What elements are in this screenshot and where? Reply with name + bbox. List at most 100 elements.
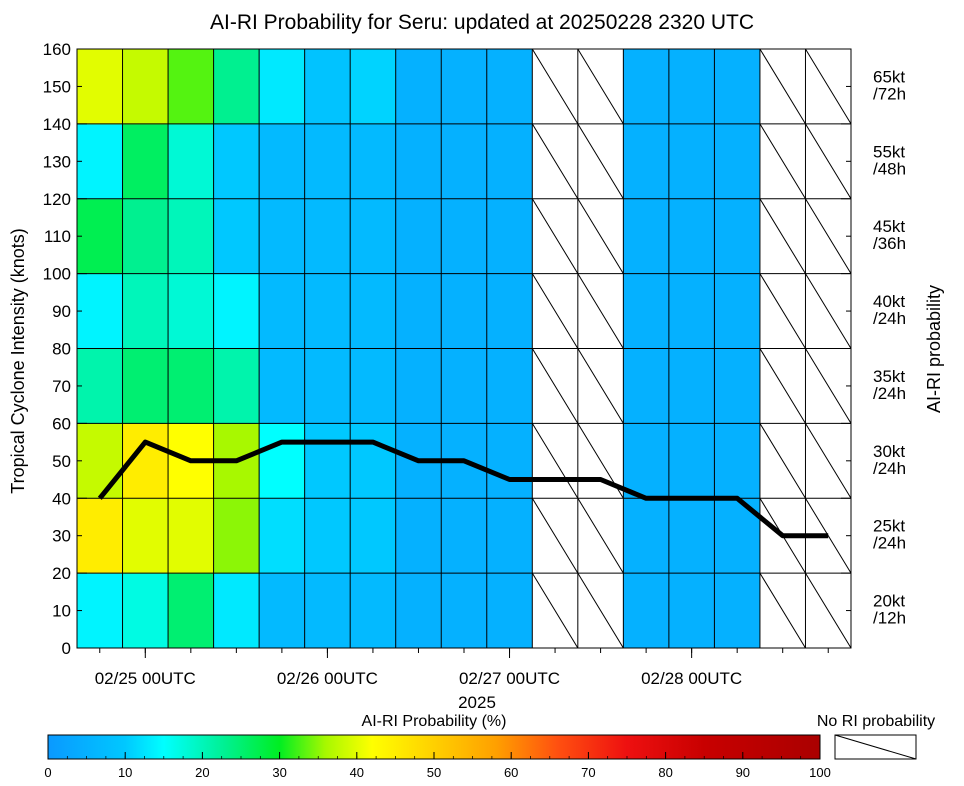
probability-cell <box>441 273 488 349</box>
band-label: 45kt/36h <box>873 217 906 253</box>
intensity-forecast-line <box>97 439 829 539</box>
probability-cell <box>213 123 260 200</box>
probability-cell <box>168 348 215 424</box>
probability-cell <box>304 498 351 574</box>
colorbar-tick-label: 30 <box>272 765 286 780</box>
probability-cell <box>395 123 442 200</box>
probability-cell <box>668 573 715 649</box>
probability-cell <box>259 49 306 125</box>
probability-cell <box>350 273 397 349</box>
hatch-line <box>577 348 624 424</box>
y-tick-label: 130 <box>43 152 71 171</box>
hatch-line <box>531 48 579 125</box>
probability-cell <box>668 498 715 574</box>
probability-cell <box>623 348 670 424</box>
hatch-line <box>531 497 579 574</box>
y-tick-label: 90 <box>52 302 71 321</box>
y-tick-label: 60 <box>52 414 71 433</box>
band-label: 25kt/24h <box>873 517 906 553</box>
probability-cell <box>259 423 306 499</box>
probability-cell <box>77 198 124 275</box>
probability-cell <box>259 123 306 200</box>
probability-cell <box>304 573 351 649</box>
probability-cell <box>486 198 533 275</box>
hatch-line <box>759 423 806 499</box>
colorbar-tick-label: 90 <box>736 765 750 780</box>
probability-cell <box>350 423 397 499</box>
probability-cell <box>486 123 533 200</box>
probability-cell <box>441 49 488 125</box>
colorbar-tick-label: 50 <box>427 765 441 780</box>
band-label: 30kt/24h <box>873 442 906 478</box>
hatch-line <box>759 572 806 649</box>
probability-cell <box>168 123 215 200</box>
probability-cell <box>168 49 215 125</box>
grid-lines <box>77 49 851 648</box>
band-label: 40kt/24h <box>873 292 906 328</box>
probability-cell <box>441 498 488 574</box>
probability-cell <box>441 348 488 424</box>
probability-cell <box>304 423 351 499</box>
colorbar-ticks: 0 10 20 30 40 50 60 70 80 90 100 <box>44 752 831 780</box>
probability-cell <box>395 348 442 424</box>
probability-cell <box>395 273 442 349</box>
probability-cell <box>668 123 715 200</box>
band-label: 35kt/24h <box>873 367 906 403</box>
probability-cell <box>259 573 306 649</box>
probability-cell <box>304 49 351 125</box>
colorbar-label: AI-RI Probability (%) <box>362 713 507 730</box>
probability-cell <box>122 198 169 275</box>
y-tick-label: 120 <box>43 190 71 209</box>
no-ri-probability-swatch <box>834 734 917 760</box>
band-label: 55kt/48h <box>873 142 906 178</box>
probability-cell <box>486 49 533 125</box>
probability-cell <box>259 198 306 275</box>
probability-cell <box>441 198 488 275</box>
hatch-line <box>531 123 579 200</box>
hatch-line <box>805 273 852 349</box>
probability-cell <box>213 348 260 424</box>
probability-cell <box>122 348 169 424</box>
hatch-line <box>805 198 852 274</box>
hatch-line <box>531 348 579 424</box>
colorbar-tick-label: 0 <box>44 765 51 780</box>
probability-cell <box>259 498 306 574</box>
probability-cell <box>714 273 761 349</box>
probability-cell <box>441 573 488 649</box>
probability-cell <box>122 573 169 649</box>
probability-cell <box>350 498 397 574</box>
hatch-line <box>759 123 806 200</box>
probability-cell <box>213 498 260 574</box>
y-tick-label: 100 <box>43 265 71 284</box>
hatch-line <box>531 423 579 499</box>
probability-cell <box>623 123 670 200</box>
colorbar-tick-label: 100 <box>809 765 831 780</box>
hatch-line <box>577 497 624 574</box>
colorbar-tick-label: 80 <box>658 765 672 780</box>
hatch-line <box>577 572 624 649</box>
probability-cell <box>304 273 351 349</box>
probability-cell <box>668 49 715 125</box>
y-tick-label: 80 <box>52 340 71 359</box>
probability-cell <box>623 573 670 649</box>
probability-cell <box>441 123 488 200</box>
x-axis-year: 2025 <box>458 693 496 712</box>
probability-cell <box>168 498 215 574</box>
probability-cell <box>395 573 442 649</box>
probability-cell <box>350 123 397 200</box>
probability-cell <box>486 348 533 424</box>
hatch-line <box>577 48 624 125</box>
colorbar-tick-label: 60 <box>504 765 518 780</box>
colorbar-tick-label: 10 <box>118 765 132 780</box>
probability-cell <box>623 423 670 499</box>
y-axis-label: Tropical Cyclone Intensity (knots) <box>8 228 28 493</box>
hatch-line <box>577 123 624 200</box>
hatch-line <box>531 572 579 649</box>
probability-cell <box>122 273 169 349</box>
probability-cell <box>714 49 761 125</box>
probability-cell <box>486 423 533 499</box>
hatch-line <box>805 423 852 499</box>
probability-cell <box>668 423 715 499</box>
y-tick-label: 20 <box>52 564 71 583</box>
